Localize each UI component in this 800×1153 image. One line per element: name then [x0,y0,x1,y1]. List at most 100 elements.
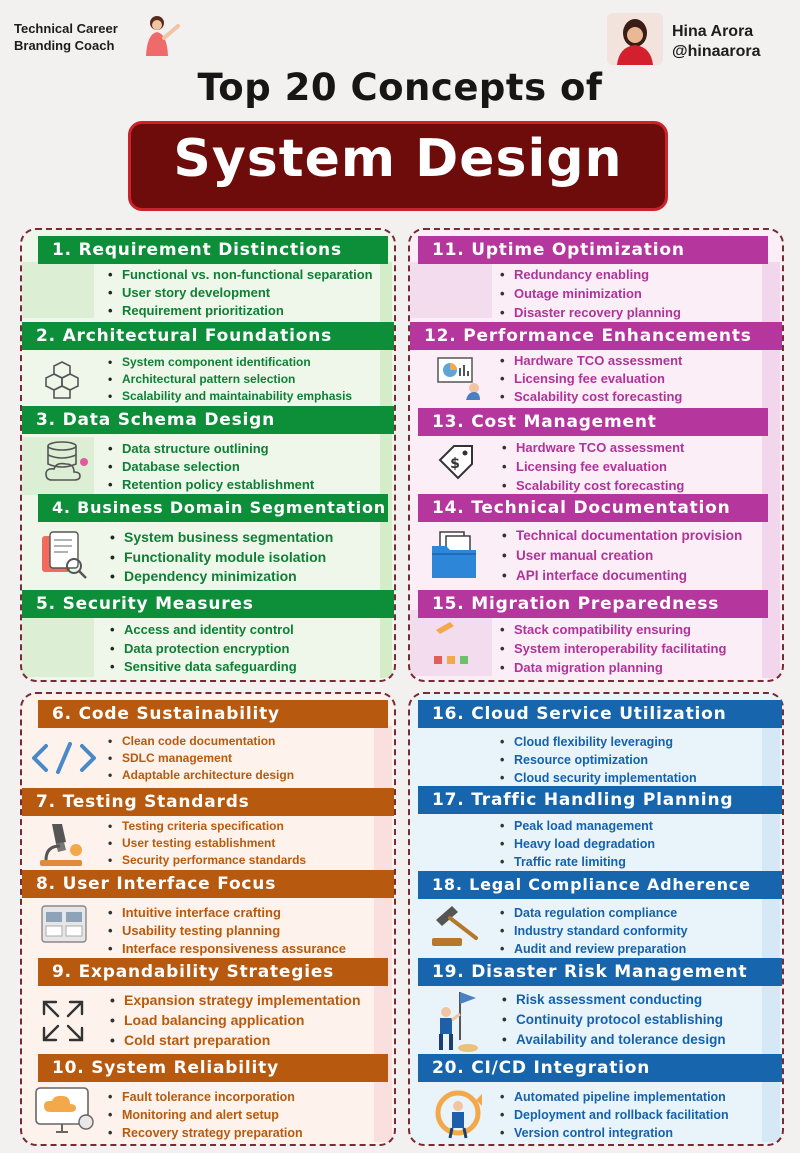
list-item: SDLC management [108,750,294,767]
author-handle: @hinaarora [672,43,761,60]
section-list-19: Risk assessment conducting Continuity pr… [502,990,726,1050]
list-item: Data regulation compliance [500,904,688,922]
documents-search-icon [42,531,87,579]
section-list-10: Fault tolerance incorporation Monitoring… [108,1088,303,1142]
gavel-icon [432,906,478,946]
coach-line-2: Branding Coach [14,38,115,53]
expand-arrows-icon [42,1000,84,1042]
section-title-16: 16. Cloud Service Utilization [418,700,782,728]
list-item: Cloud security implementation [500,769,697,787]
section-list-14: Technical documentation provision User m… [502,526,742,586]
list-item: User testing establishment [108,835,306,852]
microscope-icon [40,824,82,866]
list-item: Risk assessment conducting [502,990,726,1010]
list-item: Hardware TCO assessment [502,438,684,457]
section-title-12: 12. Performance Enhancements [410,322,782,350]
list-item: Continuity protocol establishing [502,1010,726,1030]
list-item: Testing criteria specification [108,818,306,835]
list-item: Functional vs. non-functional separation [108,266,373,284]
section-title-11: 11. Uptime Optimization [418,236,768,264]
list-item: Sensitive data safeguarding [110,658,297,677]
list-item: Cloud flexibility leveraging [500,733,697,751]
section-title-17: 17. Traffic Handling Planning [418,786,782,814]
section-list-16: Cloud flexibility leveraging Resource op… [500,733,697,787]
coach-line-1: Technical Career [14,21,118,36]
list-item: Expansion strategy implementation [110,990,361,1010]
cicd-pipeline-icon [435,1090,482,1139]
panel-pink [408,228,784,682]
section-title-9: 9. Expandability Strategies [38,958,388,986]
list-item: Heavy load degradation [500,835,655,853]
list-item: User story development [108,284,373,302]
page-title: Top 20 Concepts of [197,66,603,109]
list-item: Database selection [108,458,314,476]
list-item: Outage minimization [500,284,681,303]
code-brackets-icon [32,742,96,774]
list-item: Technical documentation provision [502,526,742,546]
list-item: Traffic rate limiting [500,853,655,871]
list-item: Intuitive interface crafting [108,904,346,922]
author-info: Hina Arora @hinaarora [672,22,761,62]
section-list-9: Expansion strategy implementation Load b… [110,990,361,1050]
folder-documents-icon [432,531,476,578]
section-list-8: Intuitive interface crafting Usability t… [108,904,346,958]
list-item: Audit and review preparation [500,940,688,958]
list-item: Version control integration [500,1124,729,1142]
list-item: Peak load management [500,817,655,835]
list-item: Security performance standards [108,852,306,869]
list-item: Industry standard conformity [500,922,688,940]
list-item: System business segmentation [110,528,333,548]
section-title-4: 4. Business Domain Segmentation [38,494,388,522]
person-flag-icon [439,992,478,1052]
section-list-17: Peak load management Heavy load degradat… [500,817,655,871]
list-item: Licensing fee evaluation [500,370,682,388]
section-title-18: 18. Legal Compliance Adherence [418,871,782,899]
author-photo [607,13,663,65]
section-list-11: Redundancy enabling Outage minimization … [500,265,681,322]
author-avatar-icon [607,13,663,65]
list-item: Scalability cost forecasting [502,476,684,495]
list-item: Scalability cost forecasting [500,388,682,406]
list-item: Retention policy establishment [108,476,314,494]
panel-blue [408,692,784,1146]
cubes-icon [45,361,79,399]
list-item: Usability testing planning [108,922,346,940]
section-title-14: 14. Technical Documentation [418,494,768,522]
database-cloud-icon [45,441,88,481]
interface-layout-icon [41,905,87,943]
list-item: Requirement prioritization [108,302,373,320]
svg-text:$: $ [450,456,460,472]
price-tag-icon: $ [438,445,473,480]
author-name: Hina Arora [672,23,754,40]
section-title-6: 6. Code Sustainability [38,700,388,728]
list-item: Hardware TCO assessment [500,352,682,370]
list-item: Access and identity control [110,621,297,640]
panel-orange [20,692,396,1146]
section-title-19: 19. Disaster Risk Management [418,958,782,986]
list-item: Availability and tolerance design [502,1030,726,1050]
section-list-6: Clean code documentation SDLC management… [108,733,294,784]
section-list-15: Stack compatibility ensuring System inte… [500,620,726,677]
list-item: Fault tolerance incorporation [108,1088,303,1106]
section-list-5: Access and identity control Data protect… [110,621,297,677]
list-item: Load balancing application [110,1010,361,1030]
migration-blocks-icon [434,622,468,664]
list-item: Data protection encryption [110,640,297,659]
section-title-2: 2. Architectural Foundations [22,322,394,350]
list-item: Interface responsiveness assurance [108,940,346,958]
list-item: System interoperability facilitating [500,639,726,658]
section-list-20: Automated pipeline implementation Deploy… [500,1088,729,1142]
list-item: Deployment and rollback facilitation [500,1106,729,1124]
list-item: Architectural pattern selection [108,371,352,388]
section-list-18: Data regulation compliance Industry stan… [500,904,688,958]
list-item: Stack compatibility ensuring [500,620,726,639]
section-title-15: 15. Migration Preparedness [418,590,768,618]
section-list-7: Testing criteria specification User test… [108,818,306,869]
list-item: Resource optimization [500,751,697,769]
list-item: Recovery strategy preparation [108,1124,303,1142]
list-item: Monitoring and alert setup [108,1106,303,1124]
section-list-12: Hardware TCO assessment Licensing fee ev… [500,352,682,406]
coach-label: Technical Career Branding Coach [14,20,118,54]
list-item: Cold start preparation [110,1030,361,1050]
list-item: Scalability and maintainability emphasis [108,388,352,405]
